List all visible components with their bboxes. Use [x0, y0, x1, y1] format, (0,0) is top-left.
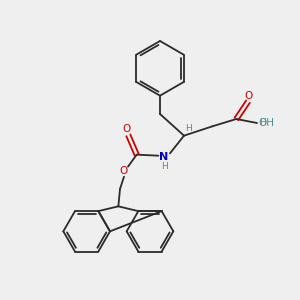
Text: H: H [259, 118, 266, 127]
Text: H: H [160, 162, 167, 171]
Text: O: O [122, 124, 131, 134]
Text: H: H [186, 124, 192, 133]
Text: O: O [245, 91, 253, 101]
Text: O: O [120, 166, 128, 176]
Text: OH: OH [259, 118, 275, 128]
Text: N: N [159, 152, 169, 162]
